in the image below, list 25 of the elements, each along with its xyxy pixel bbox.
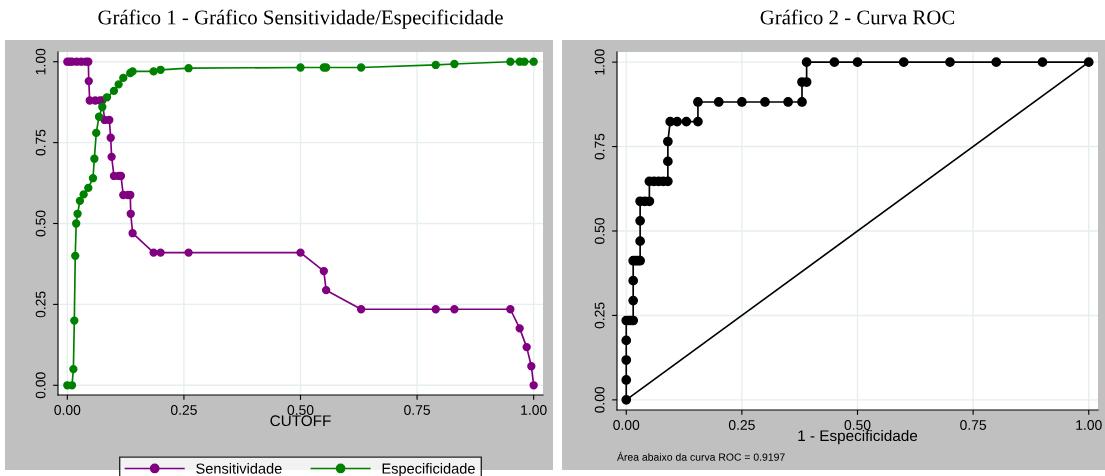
x-tick-label: 0.50 (287, 405, 314, 415)
x-tick-label: 1.00 (1076, 420, 1102, 430)
x-tick-label: 0.25 (170, 405, 197, 415)
chart-title: Gráfico 1 - Gráfico Sensitividade/Especificidade (98, 9, 503, 29)
y-tick-label: 1.00 (594, 49, 605, 75)
x-tick-label: 0.50 (844, 420, 871, 430)
x-tick-label: 0.00 (54, 405, 81, 415)
chart-title: Gráfico 2 - Curva ROC (760, 9, 955, 25)
legend-label: Especificidade (382, 463, 475, 476)
y-tick-label: 0.25 (594, 302, 605, 329)
y-tick-label: 0.50 (35, 210, 46, 237)
x-tick-label: 0.75 (960, 420, 987, 430)
y-tick-label: 0.25 (35, 291, 46, 318)
x-axis-title: CUTOFF (270, 415, 331, 427)
x-tick-label: 1.00 (521, 405, 547, 415)
text: Área abaixo da curva ROC = 0.9197 (617, 451, 785, 461)
x-axis-title: 1 - Especificidade (798, 429, 918, 445)
y-tick-label: 0.75 (35, 129, 46, 156)
x-tick-label: 0.25 (728, 420, 755, 430)
y-tick-label: 0.75 (594, 133, 605, 160)
legend-label: Sensitividade (196, 463, 282, 474)
x-tick-label: 0.00 (613, 420, 640, 430)
y-tick-label: 0.50 (594, 218, 605, 244)
x-tick-label: 0.75 (404, 405, 431, 415)
y-tick-label: 1.00 (35, 48, 46, 75)
